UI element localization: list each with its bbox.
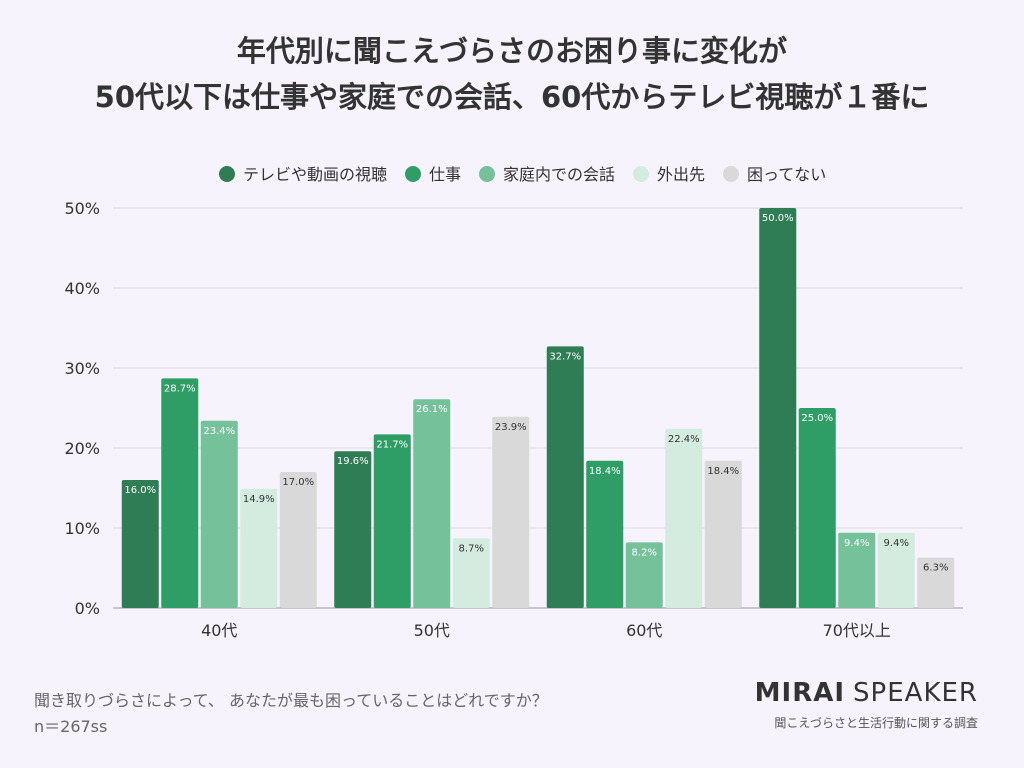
legend-item: 困ってない — [723, 165, 826, 184]
bar-chart: テレビや動画の視聴 仕事 家庭内での会話 外出先 困ってない 0% 10% 20% 30% 40… — [64, 165, 963, 640]
bar-value-label: 6.3% — [923, 563, 948, 574]
legend-swatch — [405, 166, 421, 182]
bars: 16.0% 28.7% 23.4% 14.9% 17.0% 19.6% 21.7% 26.1%… — [121, 208, 955, 608]
bar-value-label: 8.2% — [632, 547, 657, 558]
bar — [704, 460, 742, 608]
legend-label: 外出先 — [657, 165, 705, 184]
bar — [798, 408, 836, 608]
bar-value-label: 23.9% — [495, 422, 527, 433]
y-axis: 0% 10% 20% 30% 40% 50% — [64, 199, 100, 618]
brand-logo: MIRAI SPEAKER 聞こえづらさと生活行動に関する調査 — [755, 678, 978, 731]
bar — [373, 434, 411, 608]
bar-group: 16.0% 28.7% 23.4% 14.9% 17.0% — [121, 378, 317, 608]
bar — [334, 451, 372, 608]
bar — [492, 416, 530, 608]
y-tick-label: 0% — [75, 599, 100, 618]
bar — [625, 542, 663, 608]
bar — [161, 378, 199, 608]
legend-swatch — [479, 166, 495, 182]
legend-swatch — [723, 166, 739, 182]
chart-title-line1: 年代別に聞こえづらさのお困り事に変化が — [236, 34, 788, 68]
bar-value-label: 21.7% — [376, 439, 408, 450]
bar-value-label: 9.4% — [844, 538, 869, 549]
bar-value-label: 9.4% — [884, 538, 909, 549]
x-category-label: 70代以上 — [823, 621, 891, 640]
legend-label: 家庭内での会話 — [503, 165, 615, 184]
bar-value-label: 23.4% — [203, 426, 235, 437]
bar — [200, 420, 238, 608]
bar-value-label: 17.0% — [282, 477, 314, 488]
bar — [279, 472, 317, 608]
bar-group: 19.6% 21.7% 26.1% 8.7% 23.9% — [334, 399, 530, 608]
bar — [877, 532, 915, 608]
y-tick-label: 20% — [64, 439, 100, 458]
bar — [838, 532, 876, 608]
legend-swatch — [633, 166, 649, 182]
bar — [452, 538, 490, 608]
x-category-label: 40代 — [201, 621, 237, 640]
bar-value-label: 14.9% — [243, 494, 275, 505]
legend-label: 仕事 — [429, 165, 461, 184]
bar-value-label: 26.1% — [416, 404, 448, 415]
bar — [917, 557, 955, 608]
legend-swatch — [219, 166, 235, 182]
bar-group: 32.7% 18.4% 8.2% 22.4% 18.4% — [546, 346, 742, 608]
sample-size: n＝267ss — [34, 717, 108, 736]
legend-item: テレビや動画の視聴 — [219, 165, 387, 184]
bar-value-label: 50.0% — [762, 213, 794, 224]
bar-value-label: 32.7% — [549, 351, 581, 362]
brand-name: MIRAI SPEAKER — [755, 678, 978, 708]
x-category-label: 50代 — [414, 621, 450, 640]
bar-value-label: 18.4% — [707, 466, 739, 477]
bar — [759, 208, 797, 608]
question-text: 聞き取りづらさによって、 あなたが最も困っていることはどれですか？ — [34, 691, 548, 710]
bar-value-label: 19.6% — [337, 456, 369, 467]
brand-name-bold: MIRAI — [754, 678, 846, 708]
x-axis: 40代 50代 60代 70代以上 — [201, 621, 891, 640]
bar-value-label: 28.7% — [164, 383, 196, 394]
brand-name-light: SPEAKER — [853, 678, 978, 708]
bar — [413, 399, 451, 608]
bar-value-label: 8.7% — [459, 543, 484, 554]
legend: テレビや動画の視聴 仕事 家庭内での会話 外出先 困ってない — [219, 165, 826, 184]
bar — [586, 460, 624, 608]
bar — [546, 346, 584, 608]
bar-group: 50.0% 25.0% 9.4% 9.4% 6.3% — [759, 208, 955, 608]
survey-question: 聞き取りづらさによって、 あなたが最も困っていることはどれですか？ n＝267s… — [34, 688, 548, 740]
brand-subtitle: 聞こえづらさと生活行動に関する調査 — [774, 716, 978, 730]
y-tick-label: 10% — [64, 519, 100, 538]
bar-value-label: 16.0% — [124, 485, 156, 496]
y-tick-label: 30% — [64, 359, 100, 378]
bar-value-label: 18.4% — [589, 466, 621, 477]
bar-value-label: 22.4% — [668, 434, 700, 445]
legend-item: 仕事 — [405, 165, 461, 184]
y-tick-label: 40% — [64, 279, 100, 298]
chart-title-line2: 50代以下は仕事や家庭での会話、60代からテレビ視聴が１番に — [94, 80, 930, 114]
y-tick-label: 50% — [64, 199, 100, 218]
bar — [665, 428, 703, 608]
bar-value-label: 25.0% — [801, 413, 833, 424]
legend-label: 困ってない — [747, 165, 826, 184]
bar — [240, 488, 278, 608]
legend-item: 外出先 — [633, 165, 705, 184]
x-category-label: 60代 — [626, 621, 662, 640]
chart-title: 年代別に聞こえづらさのお困り事に変化が 50代以下は仕事や家庭での会話、60代か… — [0, 28, 1024, 120]
legend-item: 家庭内での会話 — [479, 165, 615, 184]
bar — [121, 480, 159, 608]
legend-label: テレビや動画の視聴 — [243, 165, 387, 184]
